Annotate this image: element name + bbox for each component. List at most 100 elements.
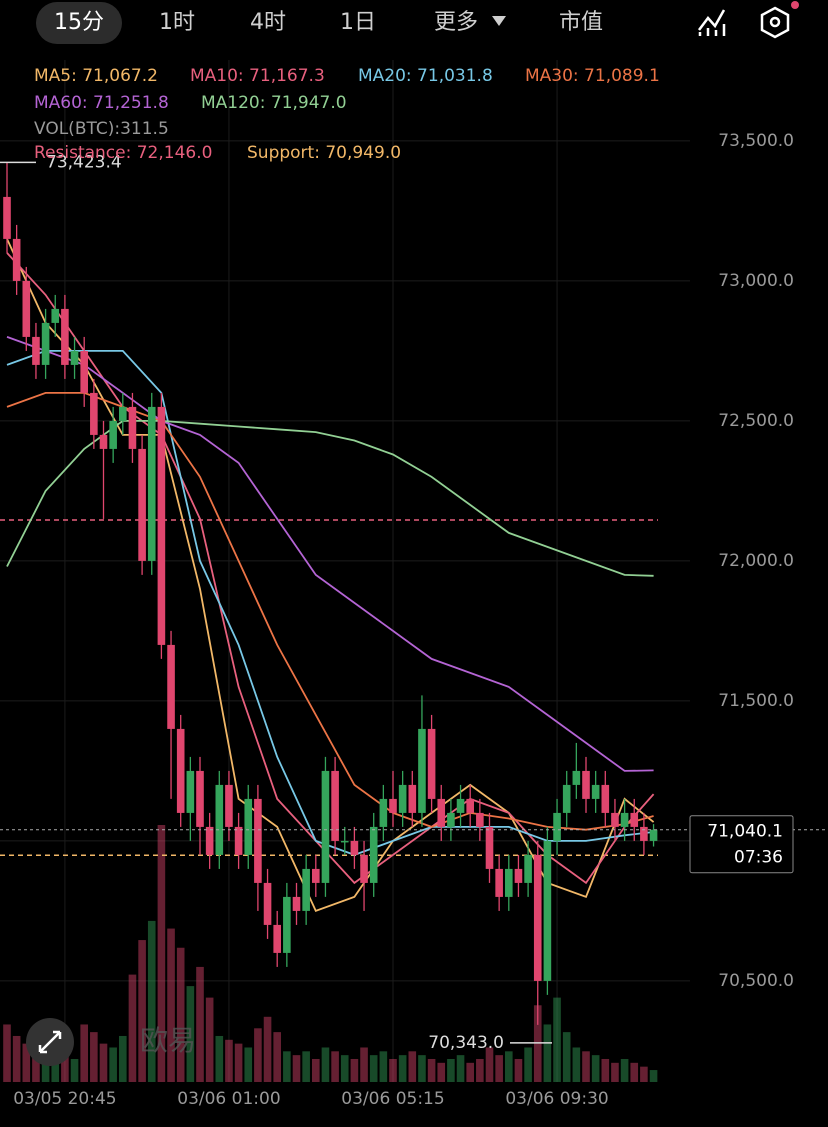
volume-bar — [398, 1055, 407, 1082]
volume-bar — [466, 1062, 474, 1082]
candle-body — [109, 420, 117, 449]
resistance-label: Resistance: 72,146.0 — [34, 143, 212, 163]
candle-body — [32, 336, 40, 365]
volume-bar — [138, 940, 146, 1082]
volume-bar — [61, 1047, 69, 1082]
indicator-icon[interactable] — [698, 9, 726, 36]
volume-bar — [3, 1024, 11, 1082]
candle-body — [205, 826, 214, 855]
volume-bar — [591, 1055, 600, 1082]
tab[interactable]: 15分 — [54, 10, 104, 35]
candle-body — [447, 812, 455, 827]
legend-entry: MA10: 71,167.3 — [190, 66, 325, 86]
dropdown-arrow[interactable] — [492, 16, 506, 26]
tab[interactable]: 4时 — [250, 10, 286, 35]
candle-body — [514, 868, 523, 883]
volume-bar — [427, 1058, 436, 1082]
volume-bar — [215, 1035, 224, 1082]
candle-body — [437, 798, 446, 827]
y-tick-label: 72,500.0 — [718, 411, 794, 431]
tab[interactable]: 1时 — [159, 10, 195, 35]
candle-body — [312, 868, 320, 883]
volume-bar — [22, 1043, 31, 1082]
volume-bar — [543, 1024, 552, 1082]
candle-body — [572, 770, 581, 785]
volume-bar — [263, 1016, 272, 1082]
volume-bar — [505, 1051, 513, 1082]
candle-body — [418, 728, 426, 813]
candle-body — [196, 770, 204, 827]
candle-body — [12, 238, 21, 281]
volume-bar — [582, 1051, 590, 1082]
candle-body — [340, 840, 349, 843]
volume-bar — [90, 1032, 98, 1082]
candle-body — [41, 322, 50, 365]
volume-bar — [321, 1047, 330, 1082]
tab[interactable]: 1日 — [340, 10, 376, 35]
candle-body — [591, 784, 600, 799]
tab[interactable]: 市值 — [559, 10, 603, 35]
candle-body — [157, 406, 166, 645]
volume-bar — [389, 1058, 397, 1082]
volume-bar — [456, 1055, 465, 1082]
watermark: 欧易 — [140, 1024, 196, 1057]
settings-icon[interactable] — [760, 1, 799, 39]
candle-body — [138, 448, 146, 561]
candle-body — [640, 826, 648, 841]
volume-bar — [312, 1058, 320, 1082]
volume-bar — [196, 966, 204, 1082]
volume-bar — [41, 1051, 50, 1082]
volume-bar — [331, 1051, 339, 1082]
candle-body — [398, 784, 407, 813]
candle-body — [80, 350, 88, 393]
volume-bar — [485, 1047, 494, 1082]
last-price-label: 71,040.1 — [707, 822, 783, 842]
volume-bar — [340, 1055, 349, 1082]
candle-body — [369, 826, 378, 883]
candle-body — [225, 784, 233, 827]
tab-selected-bg[interactable] — [36, 2, 122, 44]
candle-body — [273, 924, 281, 953]
volume-bar — [205, 997, 214, 1082]
x-tick-label: 03/06 09:30 — [505, 1089, 608, 1109]
volume-bar — [12, 1035, 21, 1082]
volume-bar — [128, 974, 137, 1082]
x-tick-label: 03/05 20:45 — [13, 1089, 116, 1109]
tab[interactable]: 更多 — [434, 10, 478, 35]
volume-label: VOL(BTC):311.5 — [34, 119, 169, 139]
candle-body — [302, 868, 310, 911]
candle-body — [649, 829, 658, 841]
volume-bar — [418, 1055, 426, 1082]
candle-body — [360, 854, 368, 883]
volume-bar — [292, 1055, 301, 1082]
legend-entry: MA30: 71,089.1 — [525, 66, 660, 86]
candle-body — [119, 406, 127, 421]
ma-line — [6, 252, 655, 885]
candle-body — [99, 434, 108, 449]
volume-bar — [601, 1058, 610, 1082]
candle-body — [22, 280, 31, 337]
candle-body — [630, 812, 639, 827]
volume-bar — [649, 1070, 658, 1082]
legend-entry: MA120: 71,947.0 — [201, 93, 347, 113]
candle-body — [601, 784, 610, 813]
y-tick-label: 72,000.0 — [718, 551, 794, 571]
candle-body — [505, 868, 513, 897]
candle-body — [147, 406, 156, 561]
candle-body — [533, 854, 542, 981]
volume-bar — [379, 1051, 388, 1082]
volume-bar — [157, 825, 166, 1082]
candle-body — [562, 784, 571, 813]
candle-body — [620, 812, 629, 827]
volume-bar — [70, 1058, 79, 1082]
candle-body — [254, 798, 262, 883]
y-tick-label: 73,000.0 — [718, 271, 794, 291]
volume-bar — [119, 1035, 127, 1082]
candle-body — [543, 840, 552, 981]
volume-bar — [408, 1051, 417, 1082]
candle-body — [51, 308, 60, 323]
candle-body — [331, 770, 339, 841]
volume-bar — [244, 1047, 253, 1082]
volume-bar — [167, 928, 175, 1082]
price-tag — [689, 815, 794, 874]
